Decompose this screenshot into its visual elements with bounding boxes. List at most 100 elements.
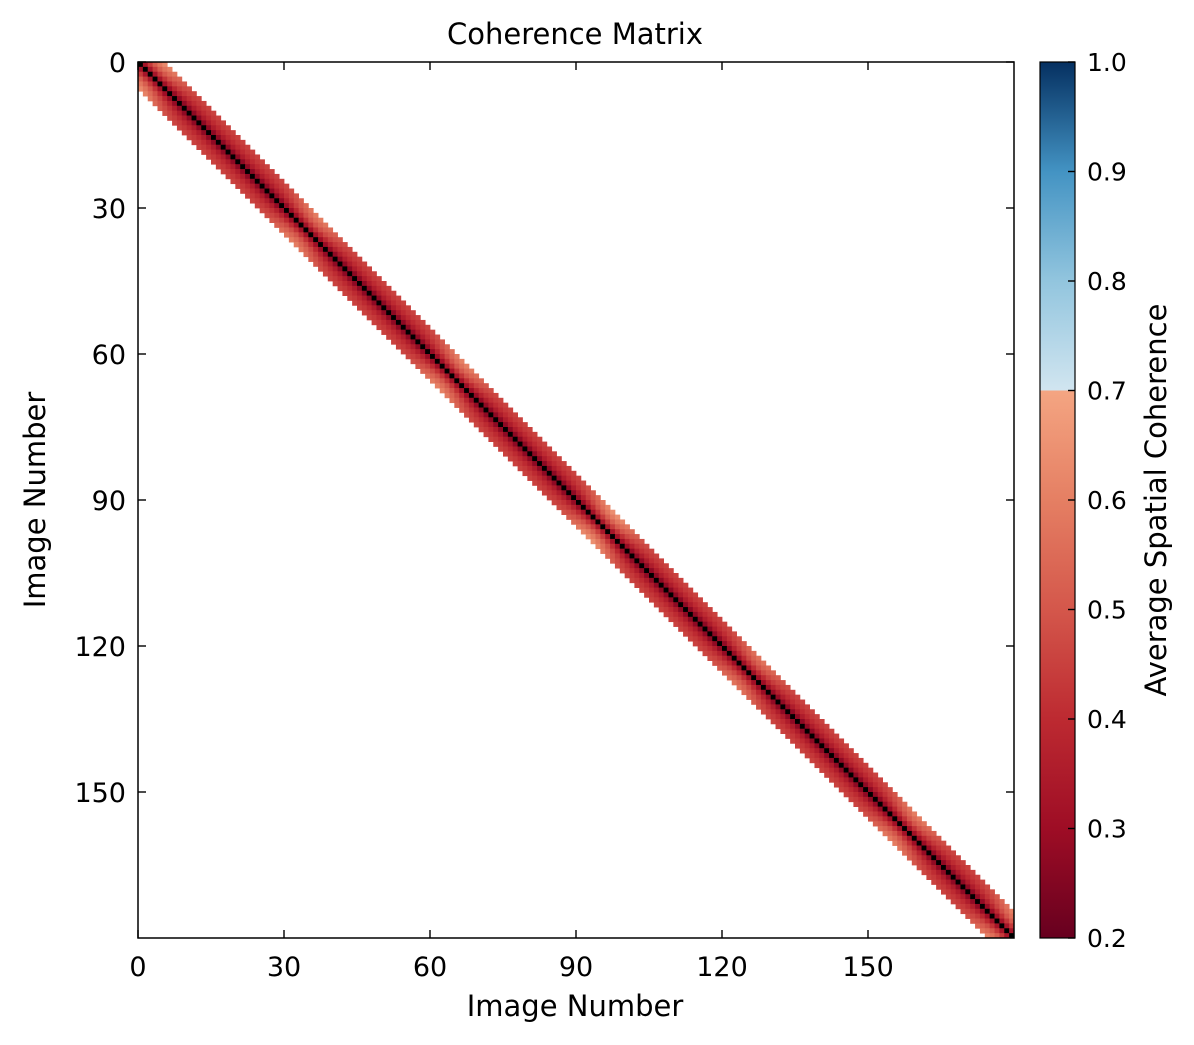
- diagonal-cell: [911, 835, 918, 842]
- diagonal-cell: [527, 451, 533, 457]
- heatmap-cell: [376, 285, 382, 292]
- diagonal-cell: [493, 417, 499, 423]
- heatmap-cell: [298, 237, 304, 243]
- heatmap-cell: [994, 933, 1000, 939]
- heatmap-cell: [284, 193, 290, 199]
- heatmap-cell: [215, 135, 222, 141]
- heatmap-cell: [887, 830, 893, 837]
- heatmap-cell: [765, 680, 772, 686]
- heatmap-cell: [702, 602, 708, 608]
- diagonal-cell: [240, 164, 246, 170]
- diagonal-cell: [833, 757, 840, 764]
- heatmap-cell: [167, 86, 173, 92]
- heatmap-cell: [975, 923, 981, 929]
- diagonal-cell: [478, 402, 484, 408]
- heatmap-cell: [230, 144, 236, 150]
- heatmap-cell: [658, 558, 664, 564]
- heatmap-cell: [332, 266, 338, 272]
- heatmap-cell: [425, 334, 431, 340]
- heatmap-cell: [848, 748, 854, 754]
- heatmap-cell: [921, 840, 927, 846]
- diagonal-cell: [507, 431, 514, 438]
- heatmap-cell: [941, 850, 947, 856]
- heatmap-cell: [503, 451, 509, 457]
- heatmap-cell: [468, 397, 475, 404]
- heatmap-cell: [780, 699, 786, 705]
- heatmap-cell: [989, 928, 995, 934]
- heatmap-cell: [464, 407, 470, 413]
- heatmap-cell: [979, 913, 986, 919]
- heatmap-cell: [522, 441, 528, 447]
- heatmap-cell: [770, 714, 776, 720]
- heatmap-cell: [941, 889, 947, 895]
- heatmap-cell: [926, 874, 932, 880]
- heatmap-cell: [979, 908, 986, 915]
- heatmap-cell: [678, 626, 684, 632]
- heatmap-cell: [829, 733, 835, 739]
- heatmap-cell: [147, 62, 153, 68]
- heatmap-cell: [551, 465, 557, 472]
- heatmap-cell: [741, 689, 747, 696]
- heatmap-cell: [804, 738, 810, 744]
- heatmap-cell: [649, 553, 655, 559]
- heatmap-cell: [829, 738, 835, 744]
- heatmap-cell: [590, 509, 596, 515]
- heatmap-cell: [225, 144, 231, 150]
- heatmap-cell: [1009, 928, 1015, 934]
- heatmap-cell: [532, 470, 538, 477]
- heatmap-cell: [624, 573, 630, 579]
- heatmap-cell: [454, 383, 460, 389]
- heatmap-cell: [308, 212, 314, 219]
- colorbar-label: Average Spatial Coherence: [1139, 304, 1173, 697]
- heatmap-cell: [201, 139, 207, 146]
- heatmap-cell: [541, 490, 548, 496]
- heatmap-cell: [799, 733, 806, 739]
- heatmap-cell: [371, 276, 377, 282]
- heatmap-cell: [322, 222, 329, 228]
- diagonal-cell: [687, 611, 694, 618]
- heatmap-cell: [843, 757, 849, 764]
- heatmap-cell: [230, 135, 236, 141]
- heatmap-cell: [181, 81, 188, 87]
- heatmap-cell: [707, 616, 713, 623]
- heatmap-cell: [288, 198, 295, 204]
- heatmap-cell: [872, 787, 879, 793]
- heatmap-cell: [410, 344, 416, 350]
- heatmap-cell: [308, 242, 314, 248]
- heatmap-cell: [556, 495, 562, 501]
- heatmap-cell: [337, 281, 343, 287]
- diagonal-cell: [692, 616, 699, 623]
- diagonal-cell: [556, 480, 562, 486]
- heatmap-cell: [848, 762, 854, 769]
- heatmap-cell: [931, 840, 937, 846]
- heatmap-cell: [1004, 903, 1010, 910]
- heatmap-cell: [571, 500, 577, 506]
- heatmap-cell: [211, 139, 217, 146]
- heatmap-cell: [327, 227, 334, 233]
- heatmap-cell: [833, 743, 840, 749]
- heatmap-cell: [230, 173, 236, 180]
- heatmap-cell: [425, 368, 431, 374]
- heatmap-cell: [303, 246, 309, 253]
- heatmap-cell: [434, 344, 441, 350]
- heatmap-cell: [649, 587, 655, 593]
- heatmap-cell: [887, 821, 893, 827]
- heatmap-cell: [337, 266, 343, 272]
- heatmap-cell: [673, 602, 679, 608]
- heatmap-cell: [746, 655, 752, 661]
- diagonal-cell: [541, 465, 548, 472]
- heatmap-cell: [537, 475, 543, 481]
- heatmap-cell: [488, 397, 494, 404]
- diagonal-cell: [400, 324, 407, 331]
- heatmap-cell: [138, 76, 144, 82]
- heatmap-cell: [512, 427, 518, 433]
- heatmap-cell: [1004, 913, 1010, 919]
- diagonal-cell: [707, 631, 713, 637]
- heatmap-cell: [1009, 923, 1015, 929]
- heatmap-cell: [410, 315, 416, 321]
- heatmap-cell: [795, 738, 801, 744]
- heatmap-cell: [434, 373, 441, 379]
- diagonal-cell: [551, 475, 557, 481]
- heatmap-cell: [332, 261, 338, 267]
- heatmap-cell: [303, 237, 309, 243]
